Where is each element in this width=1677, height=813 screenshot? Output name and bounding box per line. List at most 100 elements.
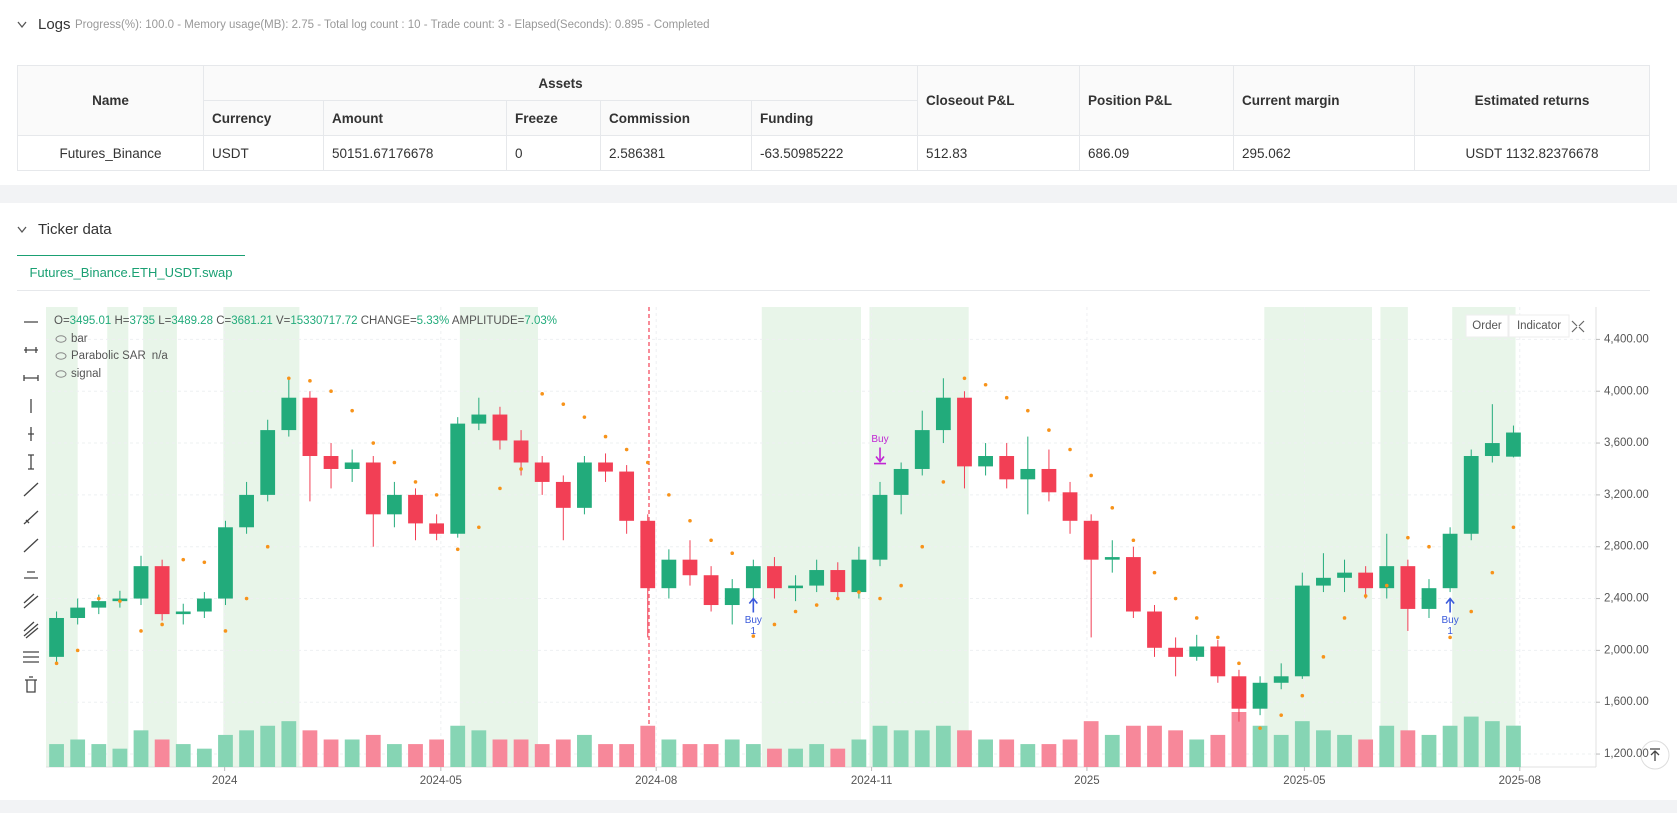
- collapse-icon[interactable]: [16, 225, 28, 235]
- signal-region: [1380, 307, 1408, 767]
- candle-body: [619, 471, 635, 521]
- sar-dot: [75, 648, 80, 653]
- sar-dot: [941, 480, 946, 484]
- expand-icon[interactable]: [1571, 320, 1585, 333]
- volume-bar: [239, 730, 254, 767]
- candle-body: [196, 598, 212, 612]
- sar-dot: [160, 622, 164, 627]
- sar-dot: [1026, 408, 1030, 413]
- eye-icon[interactable]: [55, 335, 67, 343]
- volume-bar: [49, 744, 64, 767]
- volume-bar: [682, 744, 698, 767]
- candle-body: [408, 494, 423, 524]
- candle-body: [1506, 432, 1521, 457]
- tool-icon[interactable]: [28, 427, 34, 441]
- header-cell: Freeze: [506, 100, 601, 136]
- y-tick-label: 4,000.00: [1604, 385, 1649, 397]
- candle-body: [1041, 468, 1057, 493]
- candle-body: [935, 397, 951, 431]
- indicator-button-label: Indicator: [1517, 320, 1561, 332]
- sar-dot: [1110, 506, 1115, 510]
- y-tick-label: 3,200.00: [1604, 489, 1649, 501]
- sar-dot: [434, 493, 439, 497]
- volume-bar: [1083, 721, 1099, 767]
- sar-dot: [329, 389, 333, 394]
- sar-dot: [1216, 635, 1220, 640]
- signal-label: Buy: [745, 615, 762, 626]
- tool-icon[interactable]: [24, 571, 38, 579]
- assets-table: Name Assets Closeout P&L Position P&L Cu…: [17, 65, 1650, 171]
- sar-dot: [857, 590, 861, 594]
- eye-icon[interactable]: [55, 352, 67, 360]
- tool-icon[interactable]: [23, 510, 39, 525]
- eye-icon[interactable]: [55, 370, 67, 378]
- candle-body: [154, 566, 170, 615]
- tab-divider: [17, 290, 1650, 291]
- symbol-tab[interactable]: Futures_Binance.ETH_USDT.swap: [17, 255, 245, 289]
- sar-dot: [1047, 428, 1051, 432]
- tool-icon[interactable]: [25, 676, 37, 693]
- tool-icon[interactable]: [24, 347, 38, 353]
- volume-bar: [935, 725, 951, 767]
- sar-dot: [1258, 726, 1262, 730]
- candle-body: [1463, 456, 1479, 534]
- candle-body: [365, 462, 381, 515]
- candle-body: [1273, 676, 1289, 683]
- volume-bar: [577, 734, 592, 767]
- signal-region: [1264, 307, 1372, 767]
- sar-dot: [1342, 616, 1347, 620]
- candle-body: [450, 423, 466, 534]
- sar-dot: [118, 599, 122, 603]
- tool-icon[interactable]: [23, 621, 39, 639]
- info-label: AMPLITUDE=: [452, 315, 525, 327]
- y-tick-label: 2,400.00: [1604, 593, 1649, 605]
- volume-bar: [513, 739, 529, 767]
- sar-dot: [1004, 395, 1009, 400]
- tool-icon[interactable]: [23, 651, 39, 663]
- volume-bar: [112, 748, 128, 767]
- candle-body: [1316, 577, 1331, 586]
- tool-icon[interactable]: [23, 482, 39, 497]
- collapse-icon[interactable]: [16, 20, 28, 30]
- candle-body: [302, 397, 318, 457]
- signal-label: Buy: [1441, 615, 1458, 626]
- signal-label: Buy: [871, 434, 888, 445]
- logs-panel: Logs Progress(%): 100.0 - Memory usage(M…: [0, 0, 1677, 185]
- sar-dot: [962, 376, 967, 381]
- y-tick-label: 3,600.00: [1604, 437, 1649, 449]
- sar-dot: [96, 596, 101, 601]
- signal-count: 1: [1447, 626, 1453, 637]
- candle-body: [830, 570, 846, 593]
- sar-dot: [1194, 616, 1199, 620]
- volume-bar: [914, 730, 930, 767]
- candle-body: [661, 559, 677, 589]
- volume-bar: [91, 744, 107, 767]
- info-value: 5.33%: [417, 315, 450, 327]
- candle-body: [386, 494, 402, 515]
- sar-dot: [793, 609, 798, 614]
- volume-bar: [1421, 734, 1437, 767]
- indicator-button[interactable]: [1508, 314, 1570, 338]
- sar-dot: [582, 415, 587, 419]
- info-label: H=: [114, 315, 129, 327]
- order-button[interactable]: [1465, 314, 1509, 338]
- volume-bar: [450, 725, 466, 767]
- volume-bar: [408, 744, 423, 767]
- signal-count: 1: [751, 626, 757, 637]
- cell: 686.09: [1079, 135, 1234, 171]
- volume-bar: [1379, 725, 1395, 767]
- sar-dot: [814, 603, 819, 607]
- info-label: L=: [158, 315, 171, 327]
- candle-body: [1294, 585, 1310, 677]
- legend-item: Parabolic SAR n/a: [71, 350, 168, 362]
- volume-bar: [218, 734, 233, 767]
- candle-body: [1484, 443, 1500, 457]
- tool-icon[interactable]: [28, 454, 34, 470]
- tool-icon[interactable]: [23, 538, 39, 553]
- volume-bar: [1041, 744, 1057, 767]
- legend: bar Parabolic SAR n/a signal: [55, 333, 168, 380]
- sar-dot: [709, 538, 713, 543]
- x-tick-label: 2024-05: [420, 775, 462, 787]
- tool-icon[interactable]: [23, 375, 39, 381]
- tool-icon[interactable]: [23, 593, 39, 609]
